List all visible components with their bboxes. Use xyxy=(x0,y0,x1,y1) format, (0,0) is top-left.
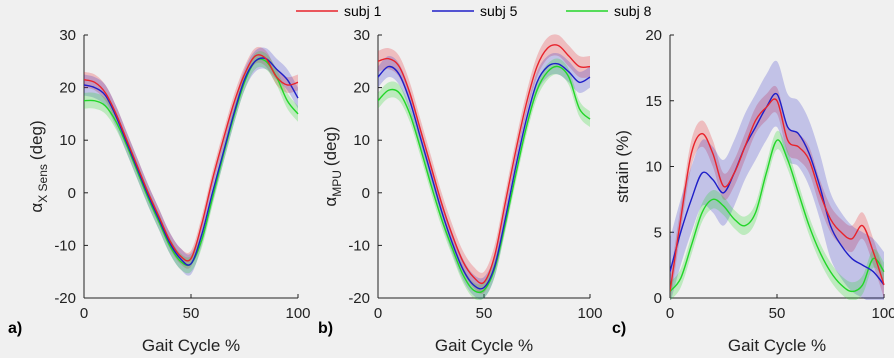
x-tick-label: 0 xyxy=(80,305,88,322)
series-line-subj-1 xyxy=(670,98,885,292)
y-tick-label: -20 xyxy=(348,290,370,307)
y-tick-label: 0 xyxy=(654,290,662,307)
series-line-subj-5 xyxy=(378,62,591,290)
series-band-subj-5 xyxy=(670,60,884,300)
y-tick-label: -10 xyxy=(348,237,370,254)
x-tick-label: 100 xyxy=(871,305,894,322)
y-axis-label-main: α xyxy=(321,197,340,207)
y-tick-label: -10 xyxy=(54,237,76,254)
y-tick-label: 0 xyxy=(362,185,370,202)
x-axis-label: Gait Cycle % xyxy=(142,336,240,355)
y-tick-label: 5 xyxy=(654,224,662,241)
y-axis-label: αMPU (deg) xyxy=(321,126,344,206)
y-tick-label: 10 xyxy=(353,132,370,149)
y-axis-label-subscript: MPU xyxy=(330,170,344,197)
series-line-subj-1 xyxy=(378,44,591,285)
legend-label: subj 1 xyxy=(344,3,382,19)
series-line-subj-5 xyxy=(670,92,885,286)
legend-label: subj 8 xyxy=(614,3,652,19)
legend: subj 1 subj 5 subj 8 xyxy=(296,3,652,19)
y-axis-label-main: α xyxy=(27,203,46,213)
y-tick-label: 10 xyxy=(645,159,662,176)
y-axis-label-unit: (deg) xyxy=(27,120,46,160)
panel-letter: c) xyxy=(612,320,626,337)
x-axis-label: Gait Cycle % xyxy=(435,336,533,355)
y-axis-label-main: strain (%) xyxy=(613,130,632,203)
series-line-subj-8 xyxy=(84,58,299,267)
x-tick-label: 100 xyxy=(285,305,310,322)
x-tick-label: 100 xyxy=(577,305,602,322)
panel-c-strain: 0 5 10 15 20 0 50 100 Gait Cycle % strain (%) c) xyxy=(612,27,894,355)
y-axis-label-subscript: X Sens xyxy=(36,164,50,203)
y-tick-label: 30 xyxy=(59,27,76,44)
y-tick-label: 20 xyxy=(645,27,662,44)
series-band-subj-5 xyxy=(84,47,298,276)
plot-area xyxy=(378,34,591,300)
y-tick-label: 10 xyxy=(59,132,76,149)
series-band-subj-8 xyxy=(84,51,298,274)
y-axis-label: strain (%) xyxy=(613,130,632,203)
plot-area xyxy=(84,46,299,276)
y-axis-label: αX Sens (deg) xyxy=(27,120,50,212)
series-line-subj-5 xyxy=(84,57,299,266)
series-band-subj-1 xyxy=(378,34,590,294)
series-line-subj-8 xyxy=(378,65,591,294)
x-tick-label: 0 xyxy=(666,305,674,322)
panel-b-joint-angle-mpu: -20 -10 0 10 20 30 0 50 100 Gait Cycle % αMPU (deg)… xyxy=(318,27,603,355)
x-axis-label: Gait Cycle % xyxy=(728,336,826,355)
y-tick-label: -20 xyxy=(54,290,76,307)
x-tick-label: 50 xyxy=(769,305,786,322)
series-band-subj-8 xyxy=(378,58,590,300)
panel-a-joint-angle-xsens: -20 -10 0 10 20 30 0 50 100 Gait Cycle % αX Sens (d… xyxy=(8,27,311,355)
y-tick-label: 20 xyxy=(59,80,76,97)
y-tick-label: 20 xyxy=(353,80,370,97)
panel-letter: b) xyxy=(318,320,333,337)
y-tick-label: 15 xyxy=(645,93,662,110)
y-axis-label-unit: (deg) xyxy=(321,126,340,166)
legend-label: subj 5 xyxy=(480,3,518,19)
y-tick-label: 30 xyxy=(353,27,370,44)
x-tick-label: 0 xyxy=(374,305,382,322)
x-tick-label: 50 xyxy=(183,305,200,322)
plot-area xyxy=(670,60,885,300)
x-tick-label: 50 xyxy=(476,305,493,322)
series-band-subj-8 xyxy=(670,130,884,300)
series-line-subj-1 xyxy=(84,54,299,262)
series-band-subj-1 xyxy=(84,46,298,269)
panel-letter: a) xyxy=(8,320,22,337)
series-line-subj-8 xyxy=(670,139,885,293)
y-tick-label: 0 xyxy=(68,185,76,202)
